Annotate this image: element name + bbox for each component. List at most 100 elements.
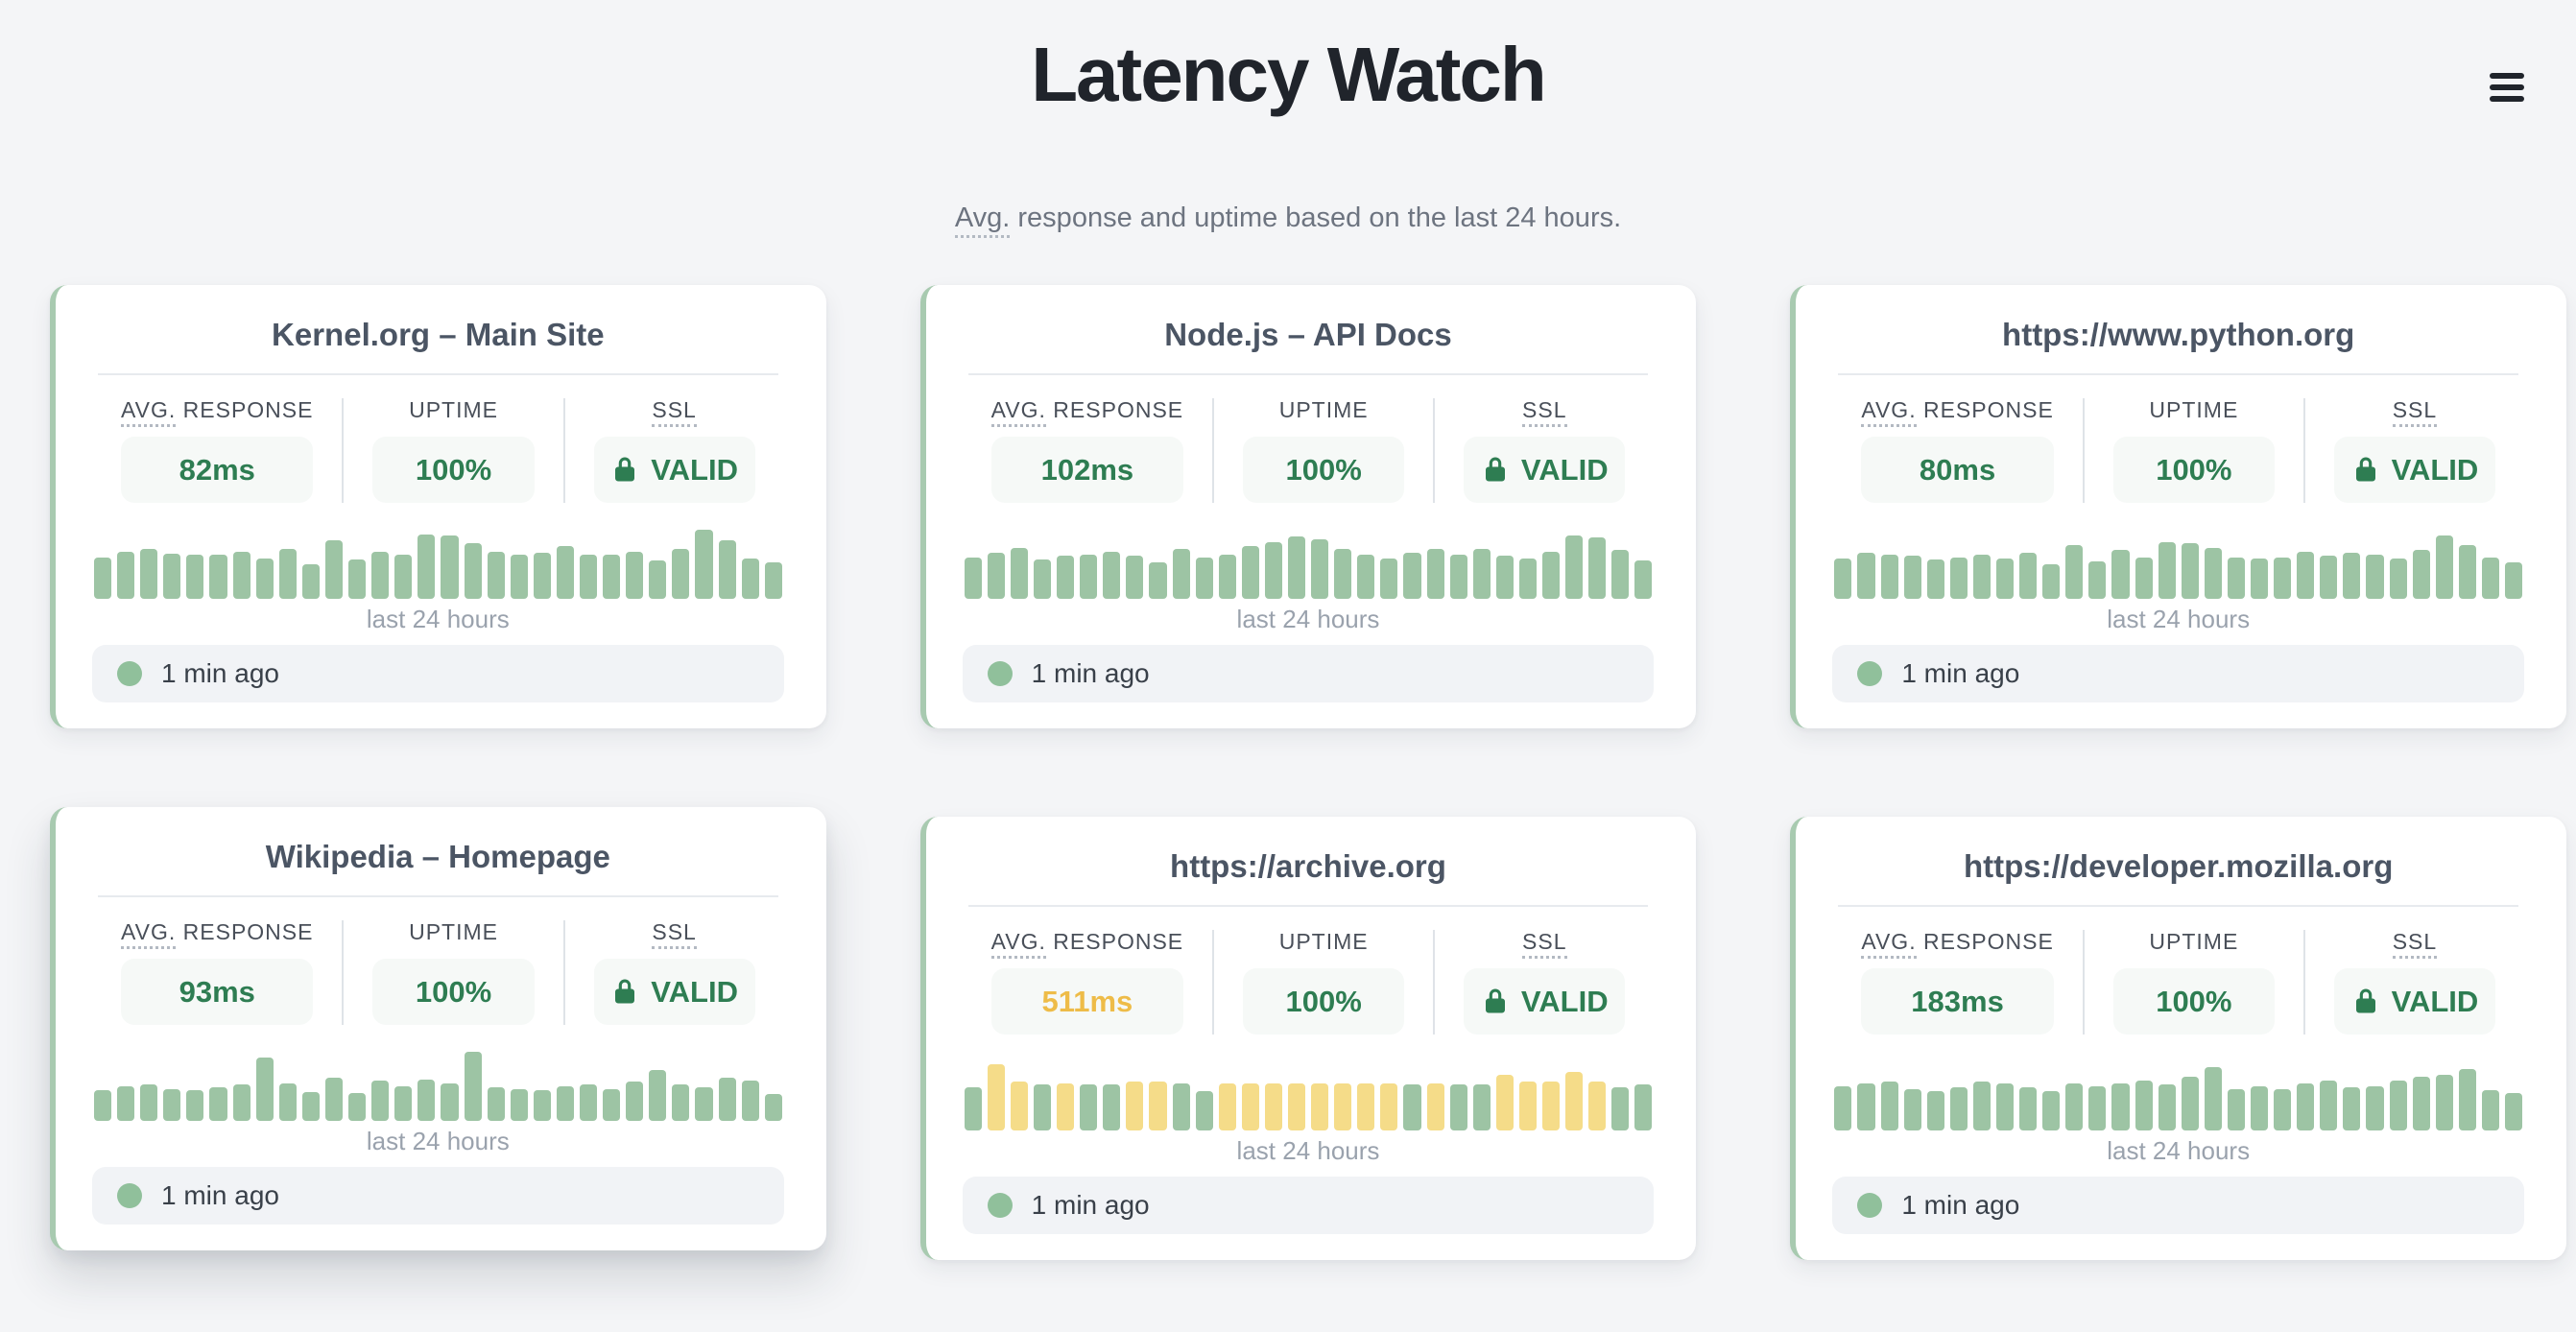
latency-bar [1495,556,1514,599]
uptime-value: 100% [1285,452,1362,487]
avg-abbreviation: Avg. [954,202,1011,238]
card-divider [967,904,1649,907]
ssl-pill: VALID [2333,436,2495,503]
latency-bar [1449,1084,1467,1130]
latency-bar [441,1082,459,1121]
latency-bar [964,557,982,599]
avg-response-pill: 511ms [990,967,1184,1035]
latency-bar [579,555,598,599]
latency-bar [1264,541,1282,599]
stat-avg-response: AVG. RESPONSE 80ms [1832,396,2082,503]
latency-bar [1172,548,1190,599]
ssl-pill: VALID [1464,967,1626,1035]
site-card[interactable]: https://developer.mozilla.org AVG. RESPO… [1790,816,2566,1260]
latency-bar [1126,1082,1144,1130]
latency-bar [741,1081,759,1121]
latency-bar [487,551,505,599]
site-card[interactable]: Kernel.org – Main Site AVG. RESPONSE 82m… [50,284,826,728]
chart-caption: last 24 hours [2107,1135,2251,1165]
latency-bar [94,557,112,599]
stat-uptime: UPTIME 100% [1212,928,1433,1035]
latency-bar [1311,538,1329,599]
latency-bar [2227,1088,2246,1130]
latency-bar [1195,557,1213,599]
latency-bar [2135,1080,2153,1130]
latency-bar [301,1091,320,1121]
latency-bar [117,551,135,599]
latency-bar [140,548,158,599]
ssl-abbreviation: SSL [2392,928,2438,959]
latency-bar [1518,1082,1537,1130]
stat-avg-response: AVG. RESPONSE 183ms [1832,928,2082,1035]
latency-bar [2181,543,2199,599]
chart-caption: last 24 hours [1236,1135,1380,1165]
uptime-label: UPTIME [1278,928,1369,954]
uptime-label: UPTIME [409,918,498,944]
stats-row: AVG. RESPONSE 102ms UPTIME 100% SSL VALI… [963,396,1655,503]
site-card[interactable]: Wikipedia – Homepage AVG. RESPONSE 93ms … [50,806,826,1250]
latency-bar [2111,550,2130,599]
uptime-value: 100% [415,452,492,487]
latency-bar [348,559,367,599]
lock-icon [2355,457,2375,482]
latency-bar [1287,1082,1306,1130]
latency-bar [2481,557,2500,599]
latency-bar-chart [963,530,1655,599]
latency-bar [1903,556,1921,599]
latency-bar [2274,557,2292,599]
latency-bar [1426,1082,1444,1130]
site-card[interactable]: https://archive.org AVG. RESPONSE 511ms … [919,816,1697,1260]
uptime-pill: 100% [1243,436,1405,503]
menu-button[interactable] [2488,71,2526,104]
avg-response-pill: 102ms [990,436,1184,503]
latency-bar [1634,560,1653,599]
latency-bar [764,1094,782,1121]
status-dot-icon [1857,660,1883,686]
latency-bar [2320,556,2338,599]
latency-bar [579,1084,598,1121]
latency-bar [1334,548,1352,599]
status-dot-icon [117,1182,142,1208]
ssl-pill: VALID [593,436,755,503]
latency-bar [94,1090,112,1121]
avg-response-value: 102ms [1040,452,1134,487]
latency-bar [324,539,344,599]
latency-bar [1241,546,1259,599]
latency-bar [394,1085,413,1121]
latency-bar [2412,550,2430,599]
latency-bar [464,543,482,599]
latency-bar [556,546,574,599]
latency-bar [1057,556,1075,599]
site-title: Kernel.org – Main Site [272,316,605,352]
latency-bar [1472,1084,1491,1130]
ssl-pill: VALID [1464,436,1626,503]
latency-bar [603,555,621,599]
status-dot-icon [987,1192,1013,1218]
latency-bar [2088,560,2107,599]
stat-uptime: UPTIME 100% [2082,397,2303,503]
uptime-label: UPTIME [1278,396,1369,422]
card-divider [98,372,778,375]
status-dot-icon [1857,1192,1883,1218]
lock-icon [1485,457,1505,482]
latency-bar [2366,1085,2384,1130]
site-card[interactable]: https://www.python.org AVG. RESPONSE 80m… [1790,284,2566,728]
site-card[interactable]: Node.js – API Docs AVG. RESPONSE 102ms U… [919,284,1697,728]
latency-bar [2158,1084,2176,1130]
latency-bar [1472,548,1491,599]
latency-bar [2366,554,2384,599]
latency-bar [649,560,667,599]
latency-bar [1126,556,1144,599]
latency-bar [741,559,759,599]
site-title: https://www.python.org [2002,316,2355,352]
latency-bar [186,1090,204,1121]
uptime-pill: 100% [1243,967,1405,1035]
uptime-value: 100% [415,974,492,1009]
hamburger-icon [2490,73,2524,79]
latency-bar [1588,1082,1607,1130]
avg-response-value: 183ms [1911,984,2004,1018]
avg-response-value: 511ms [1041,984,1133,1018]
last-checked-text: 1 min ago [161,657,279,688]
avg-response-label: AVG. RESPONSE [990,396,1183,427]
site-title: Wikipedia – Homepage [265,838,610,874]
